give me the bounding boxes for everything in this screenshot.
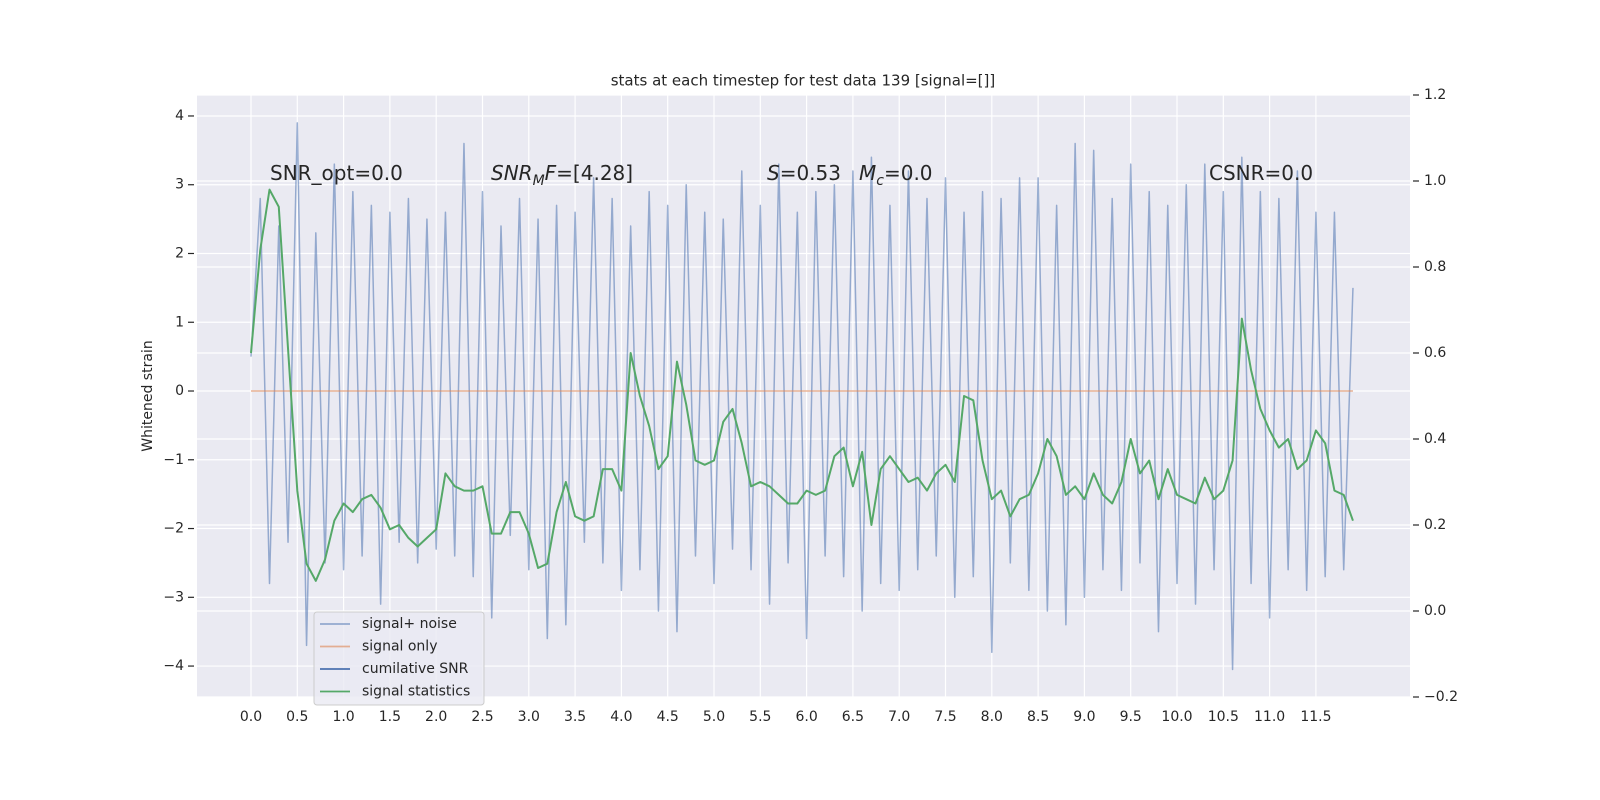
x-tick-label: 8.5	[1027, 709, 1049, 725]
x-tick-label: 0.0	[240, 709, 262, 725]
x-tick-label: 11.5	[1300, 709, 1331, 725]
annotation-part: M	[859, 161, 876, 185]
legend-label: cumilative SNR	[362, 661, 469, 677]
x-tick-label: 1.0	[332, 709, 354, 725]
x-tick-label: 2.0	[425, 709, 447, 725]
y2-tick-label: 1.0	[1424, 173, 1446, 189]
series-line	[249, 188, 1354, 582]
legend-label: signal statistics	[362, 684, 470, 700]
x-tick-label: 3.0	[518, 709, 540, 725]
annotation-part: F	[545, 161, 557, 185]
y-tick-label: 3	[175, 177, 184, 193]
x-tick-label: 10.5	[1208, 709, 1239, 725]
chart-title: stats at each timestep for test data 139…	[611, 72, 996, 90]
x-tick-label: 7.0	[888, 709, 910, 725]
x-tick-label: 4.0	[610, 709, 632, 725]
grid	[197, 94, 1410, 698]
annotations: SNR_opt=0.0 SNRMF=[4.28] S=0.53 Mc=0.0 CSNR=…	[270, 161, 1313, 189]
annotation-part: SNR_opt=0.0	[270, 161, 403, 185]
x-tick-label: 5.5	[749, 709, 771, 725]
annotation-part: M	[533, 173, 545, 189]
y2-tick-label: 0.6	[1424, 345, 1446, 361]
x-tick-label: 10.0	[1161, 709, 1192, 725]
x-tick-label: 5.0	[703, 709, 725, 725]
annotation: SNRMF=[4.28]	[491, 161, 633, 189]
y-tick-label: −4	[163, 658, 184, 674]
y-tick-label: 1	[175, 314, 184, 330]
annotation-part: =[4.28]	[556, 161, 633, 185]
annotation-part: SNR	[491, 161, 533, 185]
y-tick-label: −2	[163, 521, 184, 537]
x-tick-label: 11.0	[1254, 709, 1285, 725]
x-tick-label: 0.5	[286, 709, 308, 725]
plot-area	[197, 95, 1410, 697]
x-tick-label: 9.5	[1120, 709, 1142, 725]
y-tick-label: 4	[175, 108, 184, 124]
y2-tick-label: 0.2	[1424, 517, 1446, 533]
annotation: SNR_opt=0.0	[270, 161, 403, 185]
legend-label: signal only	[362, 639, 437, 655]
x-tick-label: 8.0	[981, 709, 1003, 725]
y-tick-label: −1	[163, 452, 184, 468]
annotation: S=0.53	[767, 161, 841, 185]
y2-tick-label: −0.2	[1424, 689, 1458, 705]
x-tick-label: 7.5	[934, 709, 956, 725]
x-tick-label: 6.0	[795, 709, 817, 725]
annotation: CSNR=0.0	[1209, 161, 1313, 185]
x-tick-label: 3.5	[564, 709, 586, 725]
y2-tick-label: 0.0	[1424, 603, 1446, 619]
legend-label: signal+ noise	[362, 616, 457, 632]
y-tick-label: −3	[163, 589, 184, 605]
x-tick-label: 2.5	[471, 709, 493, 725]
x-tick-label: 4.5	[657, 709, 679, 725]
y2-tick-label: 0.4	[1424, 431, 1446, 447]
x-tick-label: 6.5	[842, 709, 864, 725]
x-tick-label: 9.0	[1073, 709, 1095, 725]
lines	[249, 122, 1354, 671]
annotation-part: =0.53	[780, 161, 841, 185]
x-tick-label: 1.5	[379, 709, 401, 725]
y-tick-label: 2	[175, 245, 184, 261]
annotation-part: CSNR=0.0	[1209, 161, 1313, 185]
y2-tick-label: 1.2	[1424, 87, 1446, 103]
y-axis-label: Whitened strain	[140, 340, 156, 451]
legend-box	[313, 611, 485, 706]
y2-tick-label: 0.8	[1424, 259, 1446, 275]
annotation-part: S	[767, 161, 780, 185]
series-line	[250, 122, 1354, 671]
annotation-part: =0.0	[884, 161, 933, 185]
legend: signal+ noise signal only cumilative SNR si…	[313, 611, 485, 706]
annotation: Mc=0.0	[859, 161, 933, 189]
y-tick-label: 0	[175, 383, 184, 399]
axes: 0.0 0.5 1.0 1.5 2.0 2.5 3.0 3.5 4.0 4.5 5.0 5.5 6.0 6…	[163, 87, 1458, 725]
annotation-part: c	[876, 173, 884, 189]
